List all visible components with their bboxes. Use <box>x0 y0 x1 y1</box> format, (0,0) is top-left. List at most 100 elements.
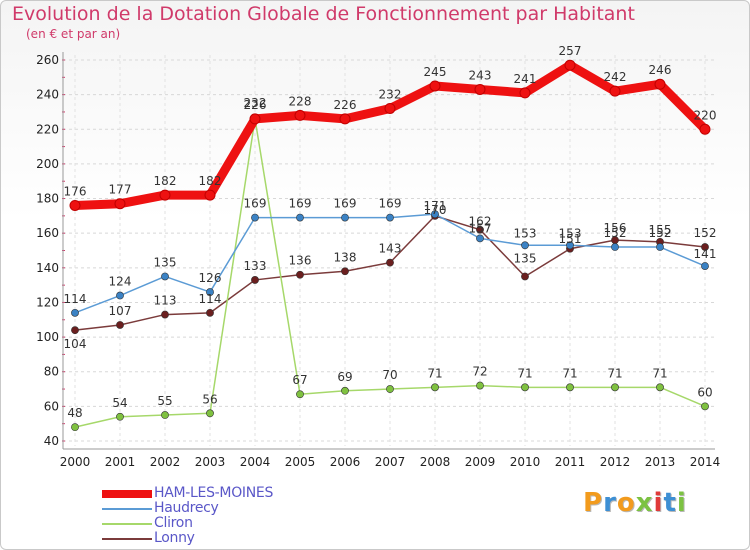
data-point <box>204 189 216 201</box>
data-label: 228 <box>289 94 312 108</box>
x-tick-label: 2001 <box>105 455 136 469</box>
data-label: 157 <box>469 221 492 235</box>
data-point <box>161 310 169 319</box>
y-tick-label: 240 <box>36 88 59 102</box>
chart-title: Evolution de la Dotation Globale de Fonc… <box>12 3 635 25</box>
data-point <box>386 258 394 267</box>
y-tick-label: 120 <box>36 295 59 309</box>
data-point <box>296 270 304 279</box>
data-label: 138 <box>334 250 357 264</box>
x-tick-label: 2005 <box>285 455 316 469</box>
y-tick-label: 140 <box>36 261 59 275</box>
x-tick-label: 2007 <box>375 455 406 469</box>
data-label: 171 <box>424 199 447 213</box>
data-point <box>339 113 351 125</box>
proxiti-logo: Proxiti <box>583 488 687 518</box>
x-tick-label: 2009 <box>465 455 496 469</box>
data-label: 245 <box>424 65 447 79</box>
data-label: 55 <box>157 394 172 408</box>
data-point <box>699 123 711 135</box>
data-point <box>249 113 261 125</box>
data-label: 182 <box>199 174 222 188</box>
legend-label: Cliron <box>154 515 193 531</box>
data-point <box>294 109 306 121</box>
legend-item-ham-les-moines: HAM-LES-MOINES <box>102 485 322 501</box>
data-label: 177 <box>109 183 132 197</box>
data-label: 69 <box>337 370 352 384</box>
data-point <box>431 383 439 392</box>
data-label: 56 <box>202 392 217 406</box>
data-point <box>116 291 124 300</box>
data-label: 60 <box>697 385 712 399</box>
x-tick-label: 2008 <box>420 455 451 469</box>
x-tick-label: 2006 <box>330 455 361 469</box>
data-label: 70 <box>382 368 397 382</box>
data-label: 153 <box>514 226 537 240</box>
data-point <box>521 383 529 392</box>
legend-item-haudrecy: Haudrecy <box>102 500 322 516</box>
data-label: 152 <box>604 226 627 240</box>
logo-letter: r <box>603 488 617 518</box>
data-label: 48 <box>67 406 82 420</box>
data-point <box>71 308 79 317</box>
data-label: 71 <box>607 366 622 380</box>
logo-letter: i <box>653 488 664 518</box>
logo-letter: P <box>583 488 604 518</box>
data-point <box>566 383 574 392</box>
y-tick-label: 220 <box>36 122 59 136</box>
x-tick-label: 2014 <box>690 455 721 469</box>
data-label: 241 <box>514 72 537 86</box>
data-label: 141 <box>694 247 717 261</box>
data-label: 152 <box>694 226 717 240</box>
data-label: 113 <box>154 294 177 308</box>
data-point <box>654 78 666 90</box>
x-tick-label: 2002 <box>150 455 181 469</box>
data-point <box>521 241 529 250</box>
data-label: 220 <box>694 108 717 122</box>
axes: 40 60 80 100 120 140 160 180 200 220 240 260 2000 200… <box>36 52 720 469</box>
data-label: 104 <box>64 337 87 351</box>
x-tick-label: 2013 <box>645 455 676 469</box>
x-tick-label: 2004 <box>240 455 271 469</box>
x-tick-label: 2011 <box>555 455 586 469</box>
y-tick-label: 100 <box>36 330 59 344</box>
data-point <box>611 383 619 392</box>
data-label: 136 <box>289 254 312 268</box>
logo-letter: i <box>676 488 687 518</box>
x-tick-label: 2003 <box>195 455 226 469</box>
data-label: 114 <box>199 292 222 306</box>
data-label: 169 <box>289 197 312 211</box>
data-point <box>69 199 81 211</box>
data-label: 156 <box>604 221 627 235</box>
data-point <box>564 59 576 71</box>
data-point <box>341 267 349 276</box>
data-label: 152 <box>649 226 672 240</box>
legend-item-lonny: Lonny <box>102 530 322 546</box>
data-label: 246 <box>649 63 672 77</box>
data-label: 226 <box>244 98 267 112</box>
data-label: 107 <box>109 304 132 318</box>
data-label: 176 <box>64 184 87 198</box>
logo-letter: t <box>663 488 677 518</box>
data-label: 71 <box>652 366 667 380</box>
data-label: 232 <box>379 87 402 101</box>
data-label: 67 <box>292 373 307 387</box>
data-point <box>476 234 484 243</box>
data-point <box>656 383 664 392</box>
data-point <box>609 85 621 97</box>
data-label: 243 <box>469 68 492 82</box>
data-label: 135 <box>514 251 537 265</box>
logo-letter: x <box>635 488 654 518</box>
data-point <box>341 386 349 395</box>
data-point <box>474 83 486 95</box>
data-point <box>116 412 124 421</box>
data-point <box>161 411 169 419</box>
data-label: 182 <box>154 174 177 188</box>
data-label: 135 <box>154 255 177 269</box>
x-tick-label: 2010 <box>510 455 541 469</box>
data-label: 170 <box>424 203 447 217</box>
legend-swatch <box>102 538 152 540</box>
data-label: 226 <box>334 98 357 112</box>
